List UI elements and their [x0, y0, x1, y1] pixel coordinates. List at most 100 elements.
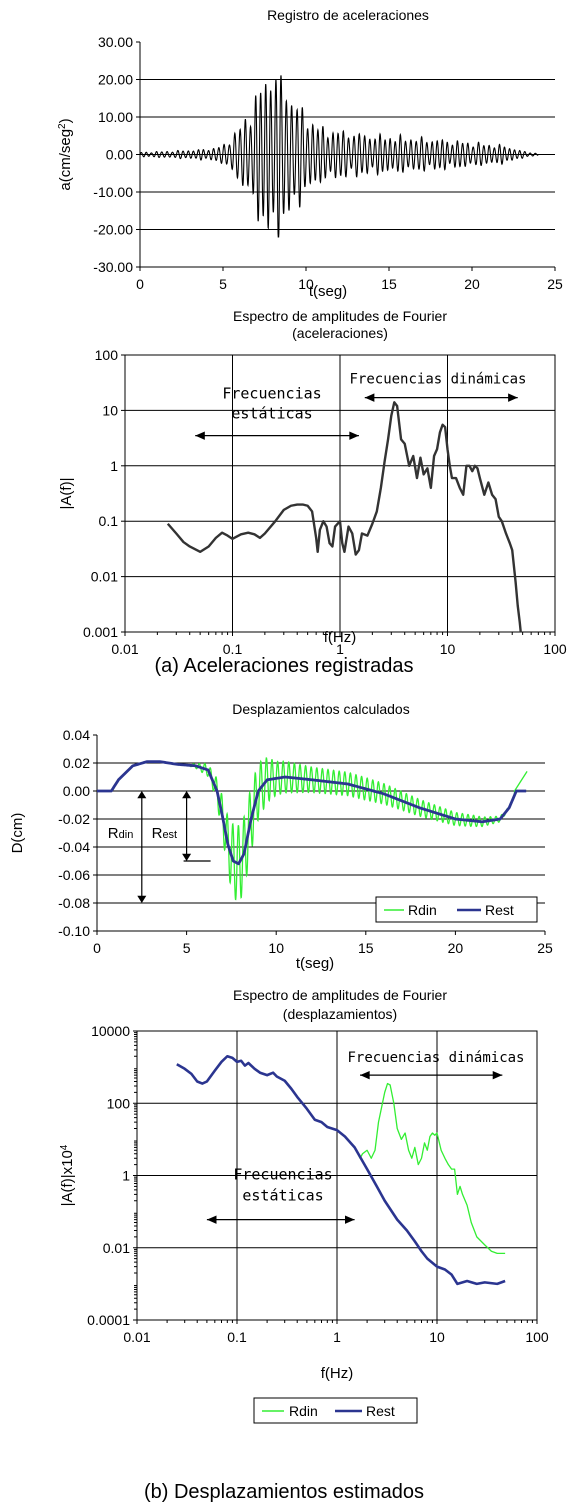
- y-tick-label: 0.04: [63, 727, 90, 743]
- rest-spectrum-line: [176, 1054, 506, 1286]
- y-tick-label: 0.00: [63, 783, 90, 799]
- x-tick-label: 0: [93, 940, 101, 956]
- y-tick-label: 10.00: [98, 109, 133, 125]
- x-tick-label: 15: [381, 276, 397, 292]
- x-tick-label: 5: [183, 940, 191, 956]
- chart-title: Espectro de amplitudes de Fourier: [233, 987, 447, 1003]
- legend: Rdin Rest: [375, 896, 538, 923]
- y-tick-label: 0.001: [83, 624, 118, 640]
- x-tick-label: 10: [440, 641, 456, 657]
- y-tick-label: -0.06: [58, 867, 90, 883]
- y-tick-label: 20.00: [98, 72, 133, 88]
- y-axis-label: a(cm/seg2): [57, 118, 75, 190]
- y-tick-label: -30.00: [93, 259, 133, 275]
- y-axis-label: |A(f)|x104: [59, 1144, 77, 1206]
- y-tick-label: -20.00: [93, 222, 133, 238]
- y-tick-label: 10: [102, 402, 118, 418]
- x-axis-label: f(Hz): [324, 629, 357, 646]
- chart-disp-fourier: Espectro de amplitudes de Fourier (despla…: [59, 987, 549, 1424]
- y-tick-label: -10.00: [93, 184, 133, 200]
- rest-line: [96, 760, 527, 866]
- x-tick-label: 10: [298, 276, 314, 292]
- y-tick-label: 30.00: [98, 34, 133, 50]
- legend-rest-label: Rest: [366, 1403, 395, 1419]
- dynamic-freq-arrow-right: [492, 1070, 503, 1080]
- r-arrow-bottom: [182, 853, 192, 861]
- dynamic-freq-arrow-right: [508, 393, 518, 402]
- chart-acc-record: Registro de aceleraciones -30.00 -20.00 -10…: [57, 7, 563, 300]
- r-arrow-top: [137, 791, 147, 799]
- static-freq-arrow-right: [345, 1215, 355, 1224]
- r-din-label: Rdin: [108, 825, 134, 842]
- rdin-spectrum-line: [354, 1082, 506, 1254]
- caption-a: (a) Aceleraciones registradas: [154, 655, 413, 677]
- acc-spectrum-line: [166, 401, 522, 633]
- x-tick-label: 0.1: [227, 1329, 247, 1345]
- chart-title: Espectro de amplitudes de Fourier: [233, 308, 447, 324]
- static-freq-label-2: estáticas: [231, 405, 312, 423]
- x-tick-label: 20: [464, 276, 480, 292]
- y-tick-label: 100: [107, 1095, 131, 1111]
- x-tick-label: 25: [547, 276, 563, 292]
- y-tick-label: -0.02: [58, 811, 90, 827]
- chart-subtitle: (desplazamientos): [283, 1006, 397, 1022]
- static-freq-label-1: Frecuencias: [222, 385, 321, 403]
- charts-layer: Registro de aceleraciones -30.00 -20.00 -10…: [9, 7, 567, 1424]
- r-est-label: Rest: [152, 825, 178, 842]
- y-tick-label: -0.10: [58, 923, 90, 939]
- x-tick-label: 15: [358, 940, 374, 956]
- y-tick-label: 0.0001: [87, 1312, 130, 1328]
- r-arrow-bottom: [137, 895, 147, 903]
- y-tick-label: 100: [95, 347, 119, 363]
- x-tick-label: 0.01: [123, 1329, 150, 1345]
- y-tick-label: 0.00: [106, 147, 133, 163]
- dynamic-freq-arrow-left: [360, 1070, 370, 1080]
- static-freq-label-1: Frecuencias: [233, 1166, 332, 1184]
- acc-signal-line: [139, 75, 539, 238]
- x-tick-label: 10: [429, 1329, 445, 1345]
- x-tick-label: 1: [333, 1329, 341, 1345]
- y-tick-label: 0.01: [103, 1240, 130, 1256]
- static-freq-label-2: estáticas: [242, 1187, 323, 1205]
- r-arrow-top: [182, 791, 192, 799]
- y-tick-label: -0.08: [58, 895, 90, 911]
- x-tick-label: 1: [336, 641, 344, 657]
- x-tick-label: 0.01: [111, 641, 138, 657]
- y-tick-label: -0.04: [58, 839, 90, 855]
- caption-b: (b) Desplazamientos estimados: [144, 1481, 424, 1503]
- y-tick-label: 0.1: [99, 513, 119, 529]
- y-tick-label: 1: [110, 458, 118, 474]
- y-tick-label: 0.02: [63, 755, 90, 771]
- chart-disp: Desplazamientos calculados -0.10 -0.08 -0.0…: [9, 701, 553, 972]
- x-axis-label: t(seg): [309, 283, 347, 300]
- x-tick-label: 25: [537, 940, 553, 956]
- dynamic-freq-label: Frecuencias dinámicas: [349, 372, 526, 388]
- chart-title: Registro de aceleraciones: [267, 7, 429, 23]
- x-axis-label: t(seg): [296, 955, 334, 972]
- static-freq-arrow-left: [195, 431, 205, 440]
- y-tick-label: 1: [122, 1168, 130, 1184]
- y-axis-label: D(cm): [9, 813, 26, 854]
- x-tick-label: 100: [525, 1329, 549, 1345]
- chart-subtitle: (aceleraciones): [292, 325, 388, 341]
- legend-rdin-label: Rdin: [408, 902, 437, 918]
- x-axis-label: f(Hz): [321, 1365, 354, 1382]
- legend-rdin-label: Rdin: [289, 1403, 318, 1419]
- dynamic-freq-label: Frecuencias dinámicas: [347, 1050, 524, 1066]
- legend: Rdin Rest: [253, 1397, 418, 1424]
- x-tick-label: 5: [219, 276, 227, 292]
- y-tick-label: 0.01: [91, 569, 118, 585]
- static-freq-arrow-right: [349, 431, 359, 440]
- x-tick-label: 0: [136, 276, 144, 292]
- y-axis-label: |A(f)|: [58, 478, 75, 510]
- chart-acc-fourier: Espectro de amplitudes de Fourier(aceler…: [58, 308, 567, 657]
- legend-rest-label: Rest: [485, 902, 514, 918]
- chart-title: Desplazamientos calculados: [232, 701, 409, 717]
- y-tick-label: 10000: [91, 1023, 130, 1039]
- x-tick-label: 100: [543, 641, 567, 657]
- x-tick-label: 20: [448, 940, 464, 956]
- x-tick-label: 0.1: [223, 641, 243, 657]
- x-tick-label: 10: [268, 940, 284, 956]
- static-freq-arrow-left: [206, 1215, 217, 1224]
